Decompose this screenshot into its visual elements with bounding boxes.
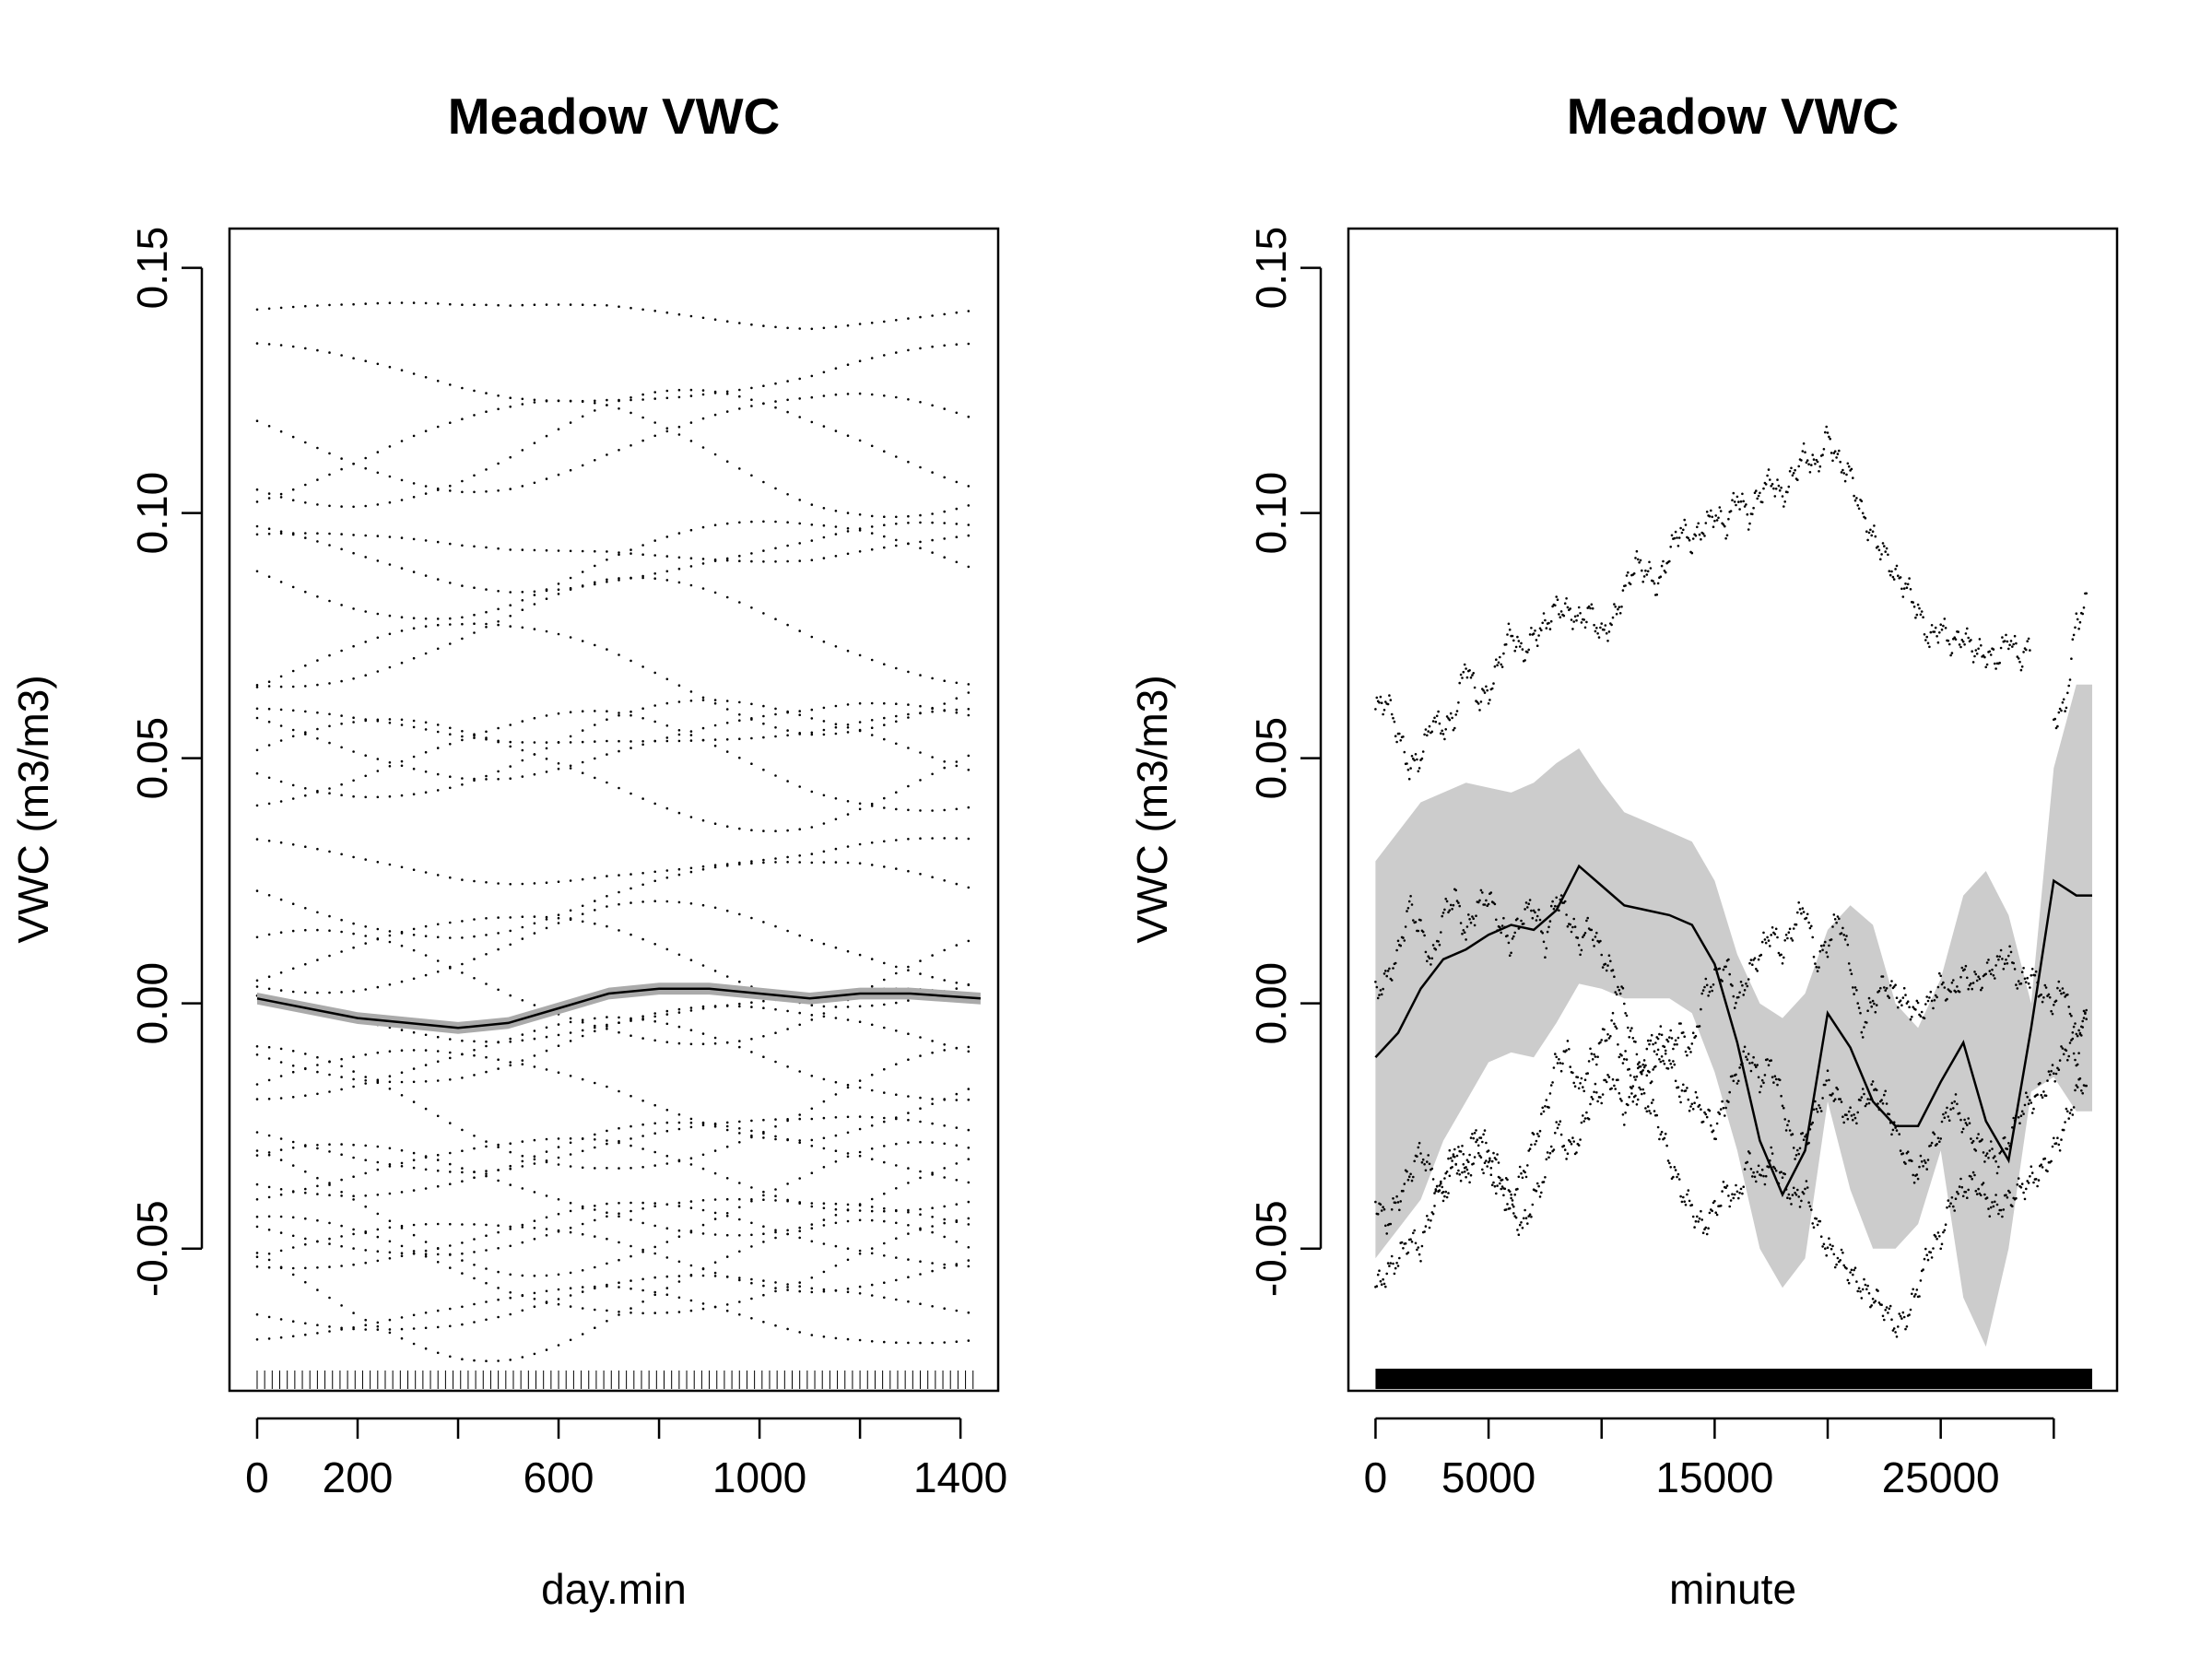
residual-profile [255,1140,971,1277]
residual-profile [255,1274,971,1331]
x-tick-label: 15000 [1655,1453,1773,1501]
residual-profile [255,1049,971,1142]
residual-profile [255,342,971,403]
left-panel-rug [256,1371,974,1389]
left-panel-y-axis: -0.05 0.00 0.05 0.10 0.15 [128,227,204,1297]
y-tick-label: 0.05 [1247,717,1295,800]
residual-profile [255,1222,971,1294]
residual-profile [255,915,971,1008]
right-panel-y-label: VWC (m3/m3) [1128,675,1176,943]
x-tick-label: 0 [245,1453,269,1501]
residual-profile [255,837,971,886]
residual-profile [255,1045,971,1170]
y-tick-label: 0.15 [128,227,176,310]
residual-profile [255,521,971,594]
rug-band [1375,1369,2093,1389]
y-tick-label: 0.15 [1247,227,1295,310]
residual-profile [255,1197,971,1256]
residual-profile [255,532,971,563]
residual-profile [255,520,971,620]
right-panel-rug [1375,1369,2093,1389]
residual-profile [255,900,971,994]
sensor-series-points [1374,425,2088,781]
left-panel-x-label: day.min [541,1565,687,1613]
y-tick-label: 0.10 [128,472,176,555]
left-panel-y-label: VWC (m3/m3) [9,675,57,943]
residual-profile [255,1215,971,1315]
x-tick-label: 1400 [913,1453,1007,1501]
left-panel-x-axis: 0 200 600 1000 1400 [245,1417,1007,1501]
y-tick-label: 0.00 [128,962,176,1045]
left-panel: 0 200 600 1000 1400 -0.05 0.00 0.05 0.10 0.15 Me… [9,88,1007,1613]
x-tick-label: 1000 [712,1453,806,1501]
residual-profile [255,399,971,519]
left-panel-title: Meadow VWC [448,88,781,145]
residual-profile [255,861,971,939]
left-panel-background-profiles [255,301,971,1362]
sensor-series-points [1374,1074,2088,1338]
residual-profile [255,301,971,331]
y-tick-label: 0.00 [1247,962,1295,1045]
confidence-band [257,982,981,1034]
right-panel-y-axis: -0.05 0.00 0.05 0.10 0.15 [1247,227,1323,1297]
residual-profile [255,1115,971,1174]
sensor-series-points [1374,888,2088,1085]
residual-profile [255,1201,971,1270]
residual-profile [255,699,971,799]
residual-profile [255,701,971,781]
residual-profile [255,1137,971,1213]
right-panel-points [1374,425,2088,1338]
y-tick-label: 0.05 [128,717,176,800]
right-panel: 0 5000 15000 25000 -0.05 0.00 0.05 0.10 0.15 Me… [1128,88,2119,1613]
left-panel-plot-frame [228,227,1000,1393]
x-tick-label: 5000 [1441,1453,1535,1501]
x-tick-label: 600 [524,1453,594,1501]
x-tick-label: 200 [323,1453,394,1501]
residual-profile [255,1005,971,1084]
y-tick-label: 0.10 [1247,472,1295,555]
residual-profile [255,1121,971,1197]
residual-profile [255,392,971,494]
residual-profile [255,388,971,509]
smooth-curve [256,987,981,1030]
residual-profile [255,622,971,736]
residual-profile [255,1218,971,1362]
right-panel-plot-frame [1347,227,2119,1393]
left-panel-smooth [256,987,981,1030]
sensor-series-points [1374,1008,2088,1288]
residual-profile [255,576,971,688]
confidence-band [1375,684,2092,1347]
x-tick-label: 0 [1364,1453,1388,1501]
residual-profile [255,707,971,744]
residual-profile [255,1143,971,1237]
residual-profile [255,1285,971,1345]
residual-profile [255,1016,971,1101]
residual-profile [255,718,971,832]
residual-profile [255,710,971,812]
right-panel-ci-band [1375,684,2092,1347]
right-panel-smooth [1374,864,2092,1198]
right-panel-x-label: minute [1669,1565,1796,1613]
residual-profile [255,928,971,1046]
left-panel-ci-band [257,982,981,1034]
smooth-curve [1374,864,2092,1198]
y-tick-label: -0.05 [128,1200,176,1297]
y-tick-label: -0.05 [1247,1200,1295,1297]
right-panel-title: Meadow VWC [1567,88,1900,145]
right-panel-x-axis: 0 5000 15000 25000 [1364,1417,2055,1501]
x-tick-label: 25000 [1882,1453,2000,1501]
